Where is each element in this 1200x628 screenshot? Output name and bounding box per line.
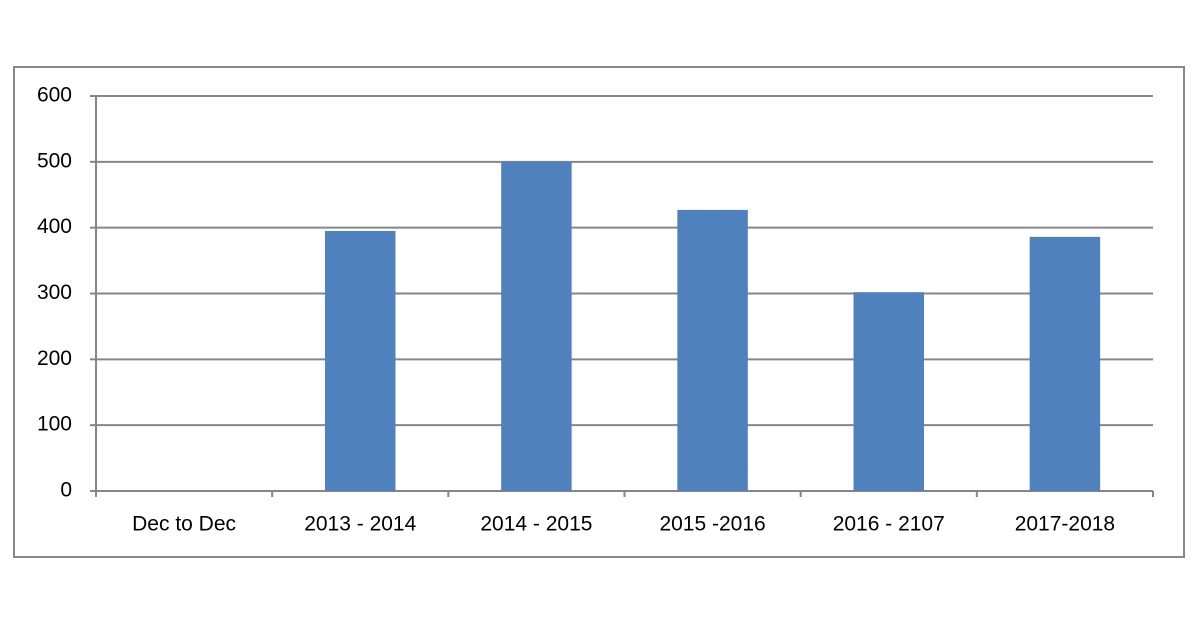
bar (501, 161, 572, 492)
x-tick-label: 2013 - 2014 (304, 513, 416, 536)
bar (1029, 236, 1101, 491)
y-tick-label: 500 (37, 149, 72, 172)
bar (853, 292, 924, 491)
bar (325, 230, 396, 492)
chart-frame (13, 66, 1185, 558)
y-tick-label: 200 (37, 347, 72, 370)
x-tick-label: 2014 - 2015 (480, 513, 592, 536)
y-tick-label: 600 (37, 84, 72, 107)
y-tick-label: 300 (37, 281, 72, 304)
x-tick-label: 2016 - 2107 (833, 513, 945, 536)
y-tick-label: 0 (60, 479, 72, 502)
x-tick-label: 2017-2018 (1015, 513, 1115, 536)
x-tick-label: Dec to Dec (132, 513, 236, 536)
bar (677, 209, 748, 491)
y-tick-label: 400 (37, 215, 72, 238)
x-tick-label: 2015 -2016 (659, 513, 765, 536)
y-tick-label: 100 (37, 413, 72, 436)
